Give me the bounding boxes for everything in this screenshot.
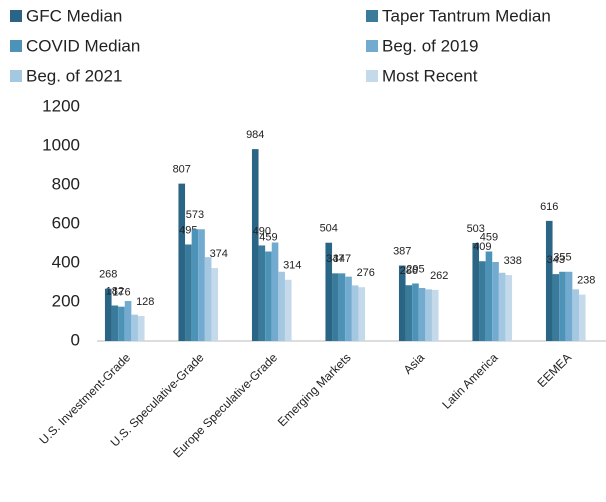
bar: [332, 273, 339, 341]
bar: [211, 268, 219, 341]
data-label: 459: [480, 231, 498, 243]
data-label: 374: [210, 248, 228, 260]
data-label: 355: [553, 252, 571, 264]
bar: [191, 229, 199, 341]
bar: [398, 265, 406, 341]
legend-swatch: [366, 10, 378, 22]
data-label: 347: [326, 253, 344, 265]
data-label: 128: [136, 296, 154, 308]
data-label: 286: [400, 265, 418, 277]
bar: [412, 283, 419, 341]
bar: [111, 305, 119, 341]
data-label: 347: [333, 253, 351, 265]
bar: [572, 289, 579, 341]
bar: [405, 285, 413, 341]
legend-label: COVID Median: [26, 36, 140, 55]
bar: [431, 289, 439, 341]
bar: [485, 251, 493, 341]
bar: [104, 288, 112, 341]
y-tick-label: 0: [71, 330, 80, 349]
bar: [251, 149, 259, 341]
legend-swatch: [10, 10, 22, 22]
legend-swatch: [10, 70, 22, 82]
bar: [479, 261, 486, 341]
legend-swatch: [366, 70, 378, 82]
bar: [118, 306, 125, 341]
data-label: 338: [504, 255, 522, 267]
y-tick-label: 1200: [42, 96, 80, 115]
data-label: 459: [259, 231, 277, 243]
bar: [271, 242, 279, 341]
bar: [278, 271, 285, 341]
data-label: 176: [112, 287, 130, 299]
legend-label: Beg. of 2019: [382, 36, 478, 55]
data-label: 343: [547, 254, 565, 266]
y-tick-label: 1000: [42, 135, 80, 154]
bar: [258, 245, 266, 341]
bar: [351, 285, 359, 341]
x-tick-label: Latin America: [439, 350, 501, 412]
bar: [137, 316, 145, 341]
y-tick-label: 200: [52, 291, 80, 310]
bar: [124, 301, 132, 341]
bar: [178, 183, 186, 341]
bar: [198, 229, 205, 341]
x-tick-label: Asia: [401, 350, 428, 377]
x-tick-label: EEMEA: [535, 350, 575, 390]
bar: [131, 314, 138, 341]
legend-swatch: [10, 40, 22, 52]
bar: [265, 251, 272, 341]
data-label: 314: [283, 260, 301, 272]
data-label: 504: [320, 223, 338, 235]
bar: [345, 276, 352, 341]
data-label: 409: [473, 241, 491, 253]
data-label: 573: [186, 209, 204, 221]
data-label: 182: [106, 285, 124, 297]
y-tick-label: 800: [52, 174, 80, 193]
bar: [498, 272, 506, 341]
data-label: 238: [577, 274, 595, 286]
data-label: 262: [430, 270, 448, 282]
data-label: 268: [99, 269, 117, 281]
bar: [545, 220, 553, 341]
bar: [565, 271, 573, 341]
legend-label: Most Recent: [382, 66, 478, 85]
legend-label: GFC Median: [26, 6, 122, 25]
bar: [418, 287, 426, 341]
x-tick-label: Emerging Markets: [275, 350, 354, 429]
legend-label: Beg. of 2021: [26, 66, 122, 85]
legend-swatch: [366, 40, 378, 52]
data-label: 616: [540, 201, 558, 213]
bar: [578, 294, 586, 341]
bar: [284, 279, 292, 341]
bar: [505, 275, 513, 341]
legend-label: Taper Tantrum Median: [382, 6, 551, 25]
data-label: 295: [406, 263, 424, 275]
bar: [338, 273, 346, 341]
bar: [325, 242, 333, 341]
data-label: 387: [393, 245, 411, 257]
data-label: 984: [246, 129, 264, 141]
bar: [559, 271, 566, 341]
bar: [185, 244, 192, 341]
y-tick-label: 400: [52, 252, 80, 271]
data-label: 490: [253, 225, 271, 237]
data-label: 807: [173, 164, 191, 176]
y-tick-label: 600: [52, 213, 80, 232]
bar: [425, 289, 432, 341]
bar: [472, 242, 480, 341]
bar: [358, 287, 366, 341]
bar: [204, 257, 212, 341]
data-label: 276: [357, 267, 375, 279]
bar: [552, 274, 560, 341]
bar: [492, 262, 499, 341]
data-label: 503: [467, 223, 485, 235]
